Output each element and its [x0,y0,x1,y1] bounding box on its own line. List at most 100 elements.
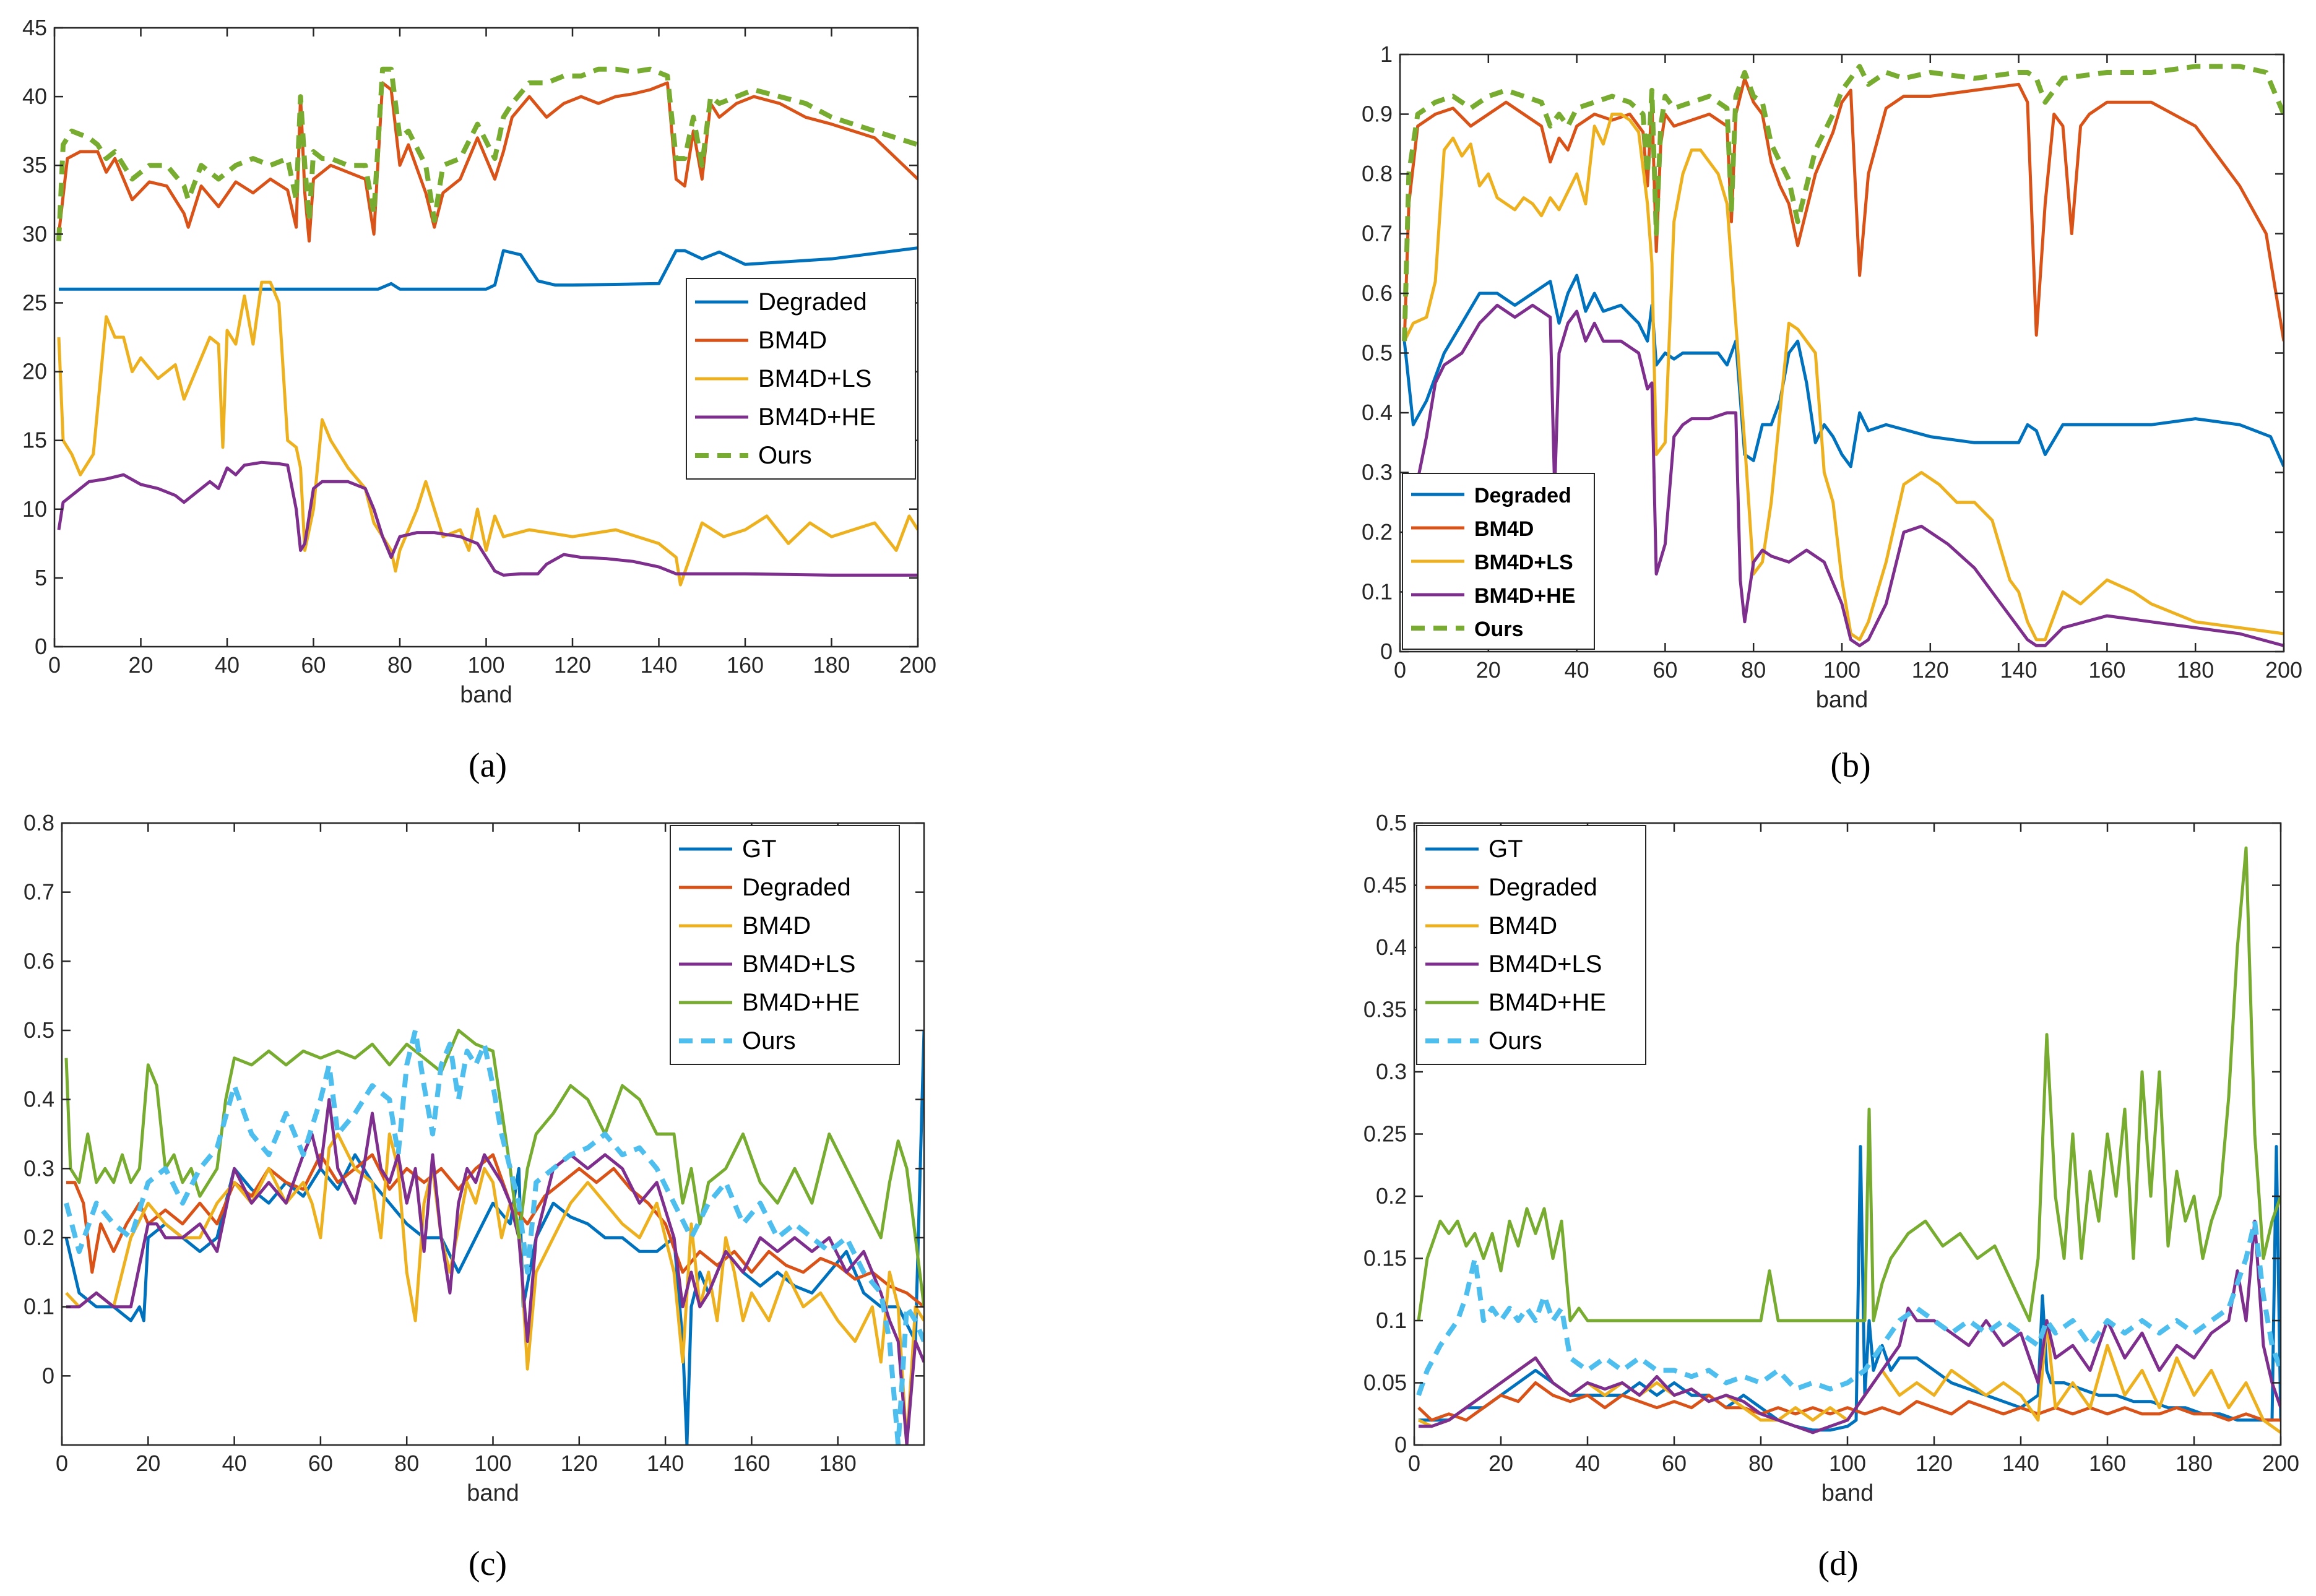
x-axis-label: band [1816,687,1869,713]
x-tick-label: 140 [2002,1451,2039,1476]
y-tick-label: 0.15 [1363,1246,1407,1271]
legend-label: Ours [1489,1027,1542,1055]
legend-box [1416,825,1646,1065]
y-tick-label: 15 [22,428,47,453]
y-tick-label: 0.05 [1363,1370,1407,1395]
series-line-bm4d-ls [1419,1219,2281,1434]
y-tick-label: 20 [22,359,47,384]
y-tick-label: 0.7 [1362,221,1393,246]
y-tick-label: 25 [22,290,47,315]
series-line-ours [1416,1219,2281,1396]
legend-label: Degraded [1489,874,1597,901]
chart-panel-d: 0 20 40 60 80 100 120 140 160 180 200 0 0.05 0.1 0.15 0… [1363,810,2299,1506]
y-tick-label: 0.5 [1362,340,1393,366]
x-tick-label: 60 [1653,657,1677,683]
legend-label: BM4D+LS [742,951,855,978]
y-tick-label: 1 [1380,41,1393,67]
y-tick-label: 0.2 [1362,519,1393,545]
y-tick-label: 0.5 [1376,810,1407,835]
legend-label: BM4D+LS [758,365,871,392]
legend: GT Degraded BM4D BM4D+LS BM4D+HE Ours [1416,825,1646,1065]
legend-label: BM4D [1474,517,1534,541]
y-tick-label: 0.3 [1362,460,1393,485]
x-tick-label: 80 [394,1451,419,1476]
y-tick-label: 0.45 [1363,873,1407,898]
chart-panel-c: 0 20 40 60 80 100 120 140 160 180 0 0.1 0.2 0.3 0.4 0.5… [24,810,925,1506]
legend-label: GT [742,835,777,863]
x-tick-label: 200 [2265,657,2302,683]
x-tick-label: 40 [1565,657,1589,683]
y-tick-label: 35 [22,152,47,178]
y-tick-label: 0.3 [1376,1059,1407,1084]
x-tick-label: 160 [733,1451,770,1476]
x-tick-label: 40 [1575,1451,1600,1476]
chart-panel-b: 0 20 40 60 80 100 120 140 160 180 200 0 0.1 0.2 0.3 0.4… [1362,41,2302,713]
x-tick-label: 120 [561,1451,598,1476]
series-line-bm4d-ls [66,1098,924,1445]
x-tick-label: 200 [2262,1451,2299,1476]
y-tick-label: 0.8 [24,810,54,835]
legend-label: BM4D+HE [758,403,876,431]
x-tick-label: 20 [128,652,153,678]
x-tick-label: 20 [136,1451,160,1476]
legend-label: Degraded [758,288,867,316]
y-tick-label: 0 [35,634,47,659]
x-tick-label: 120 [1916,1451,1953,1476]
series-line-ours [64,1028,924,1445]
y-tick-label: 0.9 [1362,101,1393,127]
x-tick-label: 140 [2000,657,2037,683]
x-tick-label: 80 [1748,1451,1773,1476]
x-axis-label: band [467,1480,519,1506]
y-tick-label: 5 [35,565,47,590]
y-tick-label: 0 [1380,639,1393,664]
x-axis-label: band [460,682,512,708]
x-tick-label: 120 [554,652,591,678]
series-line-degraded [1417,1381,2281,1422]
y-tick-label: 0 [1394,1432,1407,1457]
x-tick-label: 80 [1741,657,1766,683]
x-tick-label: 100 [474,1451,511,1476]
legend-label: BM4D+HE [742,989,860,1016]
x-tick-label: 100 [1829,1451,1866,1476]
legend-label: Degraded [742,874,851,901]
y-tick-label: 0.4 [1376,934,1407,960]
x-tick-label: 0 [56,1451,68,1476]
legend-box [1402,473,1595,650]
x-tick-label: 100 [467,652,504,678]
x-tick-label: 140 [640,652,677,678]
legend: Degraded BM4D BM4D+LS BM4D+HE Ours [686,278,916,480]
series-line-bm4d-ls [1402,113,2284,642]
x-tick-label: 100 [1823,657,1860,683]
series-line-bm4d [1402,77,2284,342]
series-line-bm4d-ls [57,280,918,587]
y-tick-label: 0.5 [24,1017,54,1043]
y-tick-label: 40 [22,84,47,109]
x-tick-label: 0 [1394,657,1406,683]
legend: GT Degraded BM4D BM4D+LS BM4D+HE Ours [670,825,900,1065]
chart-panel-a: 0 20 40 60 80 100 120 140 160 180 200 0 5 10 15 20 25 30 3… [22,15,936,708]
legend-label: Ours [742,1027,796,1055]
legend-label: BM4D+LS [1489,951,1602,978]
x-tick-label: 60 [1662,1451,1687,1476]
x-tick-label: 0 [48,652,61,678]
x-tick-label: 160 [2089,1451,2126,1476]
x-tick-label: 40 [222,1451,247,1476]
legend-label: Degraded [1474,484,1571,507]
panel-label-a: (a) [469,746,507,785]
x-tick-label: 40 [215,652,240,678]
legend-label: BM4D+HE [1474,584,1575,608]
x-tick-label: 200 [899,652,936,678]
y-tick-label: 0.1 [1362,579,1393,605]
series-line-bm4d [65,1132,924,1445]
x-tick-label: 20 [1489,1451,1513,1476]
x-tick-label: 60 [301,652,326,678]
y-tick-label: 0.25 [1363,1121,1407,1147]
panel-label-d: (d) [1818,1545,1858,1583]
y-tick-label: 0.8 [1362,161,1393,186]
series-line-degraded [59,246,918,291]
y-tick-label: 0.7 [24,879,54,905]
legend-label: Ours [1474,618,1523,641]
x-tick-label: 180 [819,1451,857,1476]
x-tick-label: 80 [387,652,412,678]
